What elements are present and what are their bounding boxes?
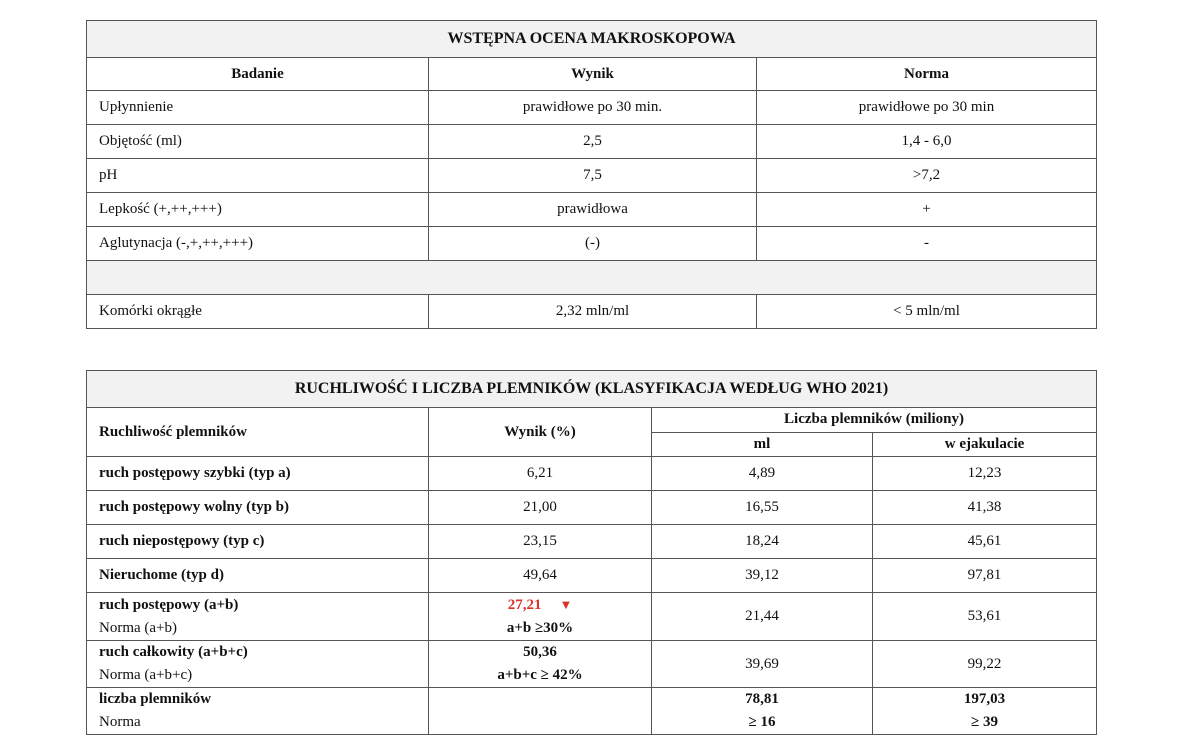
count-ml: 78,81 bbox=[745, 691, 779, 707]
cell-label: ruch postępowy szybki (typ a) bbox=[86, 456, 429, 491]
cell-label: Aglutynacja (-,+,++,+++) bbox=[86, 226, 429, 261]
cell-norm: >7,2 bbox=[756, 158, 1097, 193]
cell-label: Komórki okrągłe bbox=[86, 294, 429, 329]
cell-label: ruch niepostępowy (typ c) bbox=[86, 524, 429, 559]
cell-norm: prawidłowe po 30 min bbox=[756, 90, 1097, 125]
count-ejaculate-norm: ≥ 39 bbox=[971, 714, 999, 730]
table-title: WSTĘPNA OCENA MAKROSKOPOWA bbox=[86, 20, 1097, 58]
cell-norm: < 5 mln/ml bbox=[756, 294, 1097, 329]
down-triangle-icon: ▼ bbox=[559, 597, 573, 612]
cell-label: Upłynnienie bbox=[86, 90, 429, 125]
table-row-progressive: ruch postępowy (a+b) Norma (a+b) 27,21 ▼ a+… bbox=[86, 592, 1098, 641]
cell-result: 23,15 bbox=[428, 524, 652, 559]
cell-ml: 21,44 bbox=[651, 592, 873, 641]
count-ml-norm: ≥ 16 bbox=[748, 714, 776, 730]
cell-ml: 18,24 bbox=[651, 524, 873, 559]
table-row: Komórki okrągłe 2,32 mln/ml < 5 mln/ml bbox=[86, 294, 1097, 329]
cell-result: 21,00 bbox=[428, 490, 652, 525]
header-ejaculate: w ejakulacie bbox=[871, 431, 1098, 457]
cell-ejaculate: 41,38 bbox=[871, 490, 1098, 525]
cell-label: pH bbox=[86, 158, 429, 193]
table-row: ruch postępowy szybki (typ a) 6,21 4,89 12,… bbox=[86, 456, 1098, 491]
row-label: ruch postępowy (a+b) bbox=[99, 596, 239, 613]
header-wynik: Wynik bbox=[428, 57, 757, 91]
cell-norm: + bbox=[756, 192, 1097, 227]
cell-norm: - bbox=[756, 226, 1097, 261]
row-label: liczba plemników bbox=[99, 691, 212, 707]
cell-label: Lepkość (+,++,+++) bbox=[86, 192, 429, 227]
table-row-total: ruch całkowity (a+b+c) Norma (a+b+c) 50,3… bbox=[86, 640, 1098, 688]
result-value: 50,36 bbox=[523, 644, 557, 660]
header-motility: Ruchliwość plemników bbox=[86, 407, 429, 457]
cell-ejaculate: 97,81 bbox=[871, 558, 1098, 593]
cell-ml: 16,55 bbox=[651, 490, 873, 525]
cell-label: ruch postępowy wolny (typ b) bbox=[86, 490, 429, 525]
count-ejaculate: 197,03 bbox=[963, 691, 1006, 707]
norm-label: Norma (a+b) bbox=[99, 619, 178, 636]
table-row: Upłynnienie prawidłowe po 30 min. prawidło… bbox=[86, 90, 1097, 125]
norm-value: a+b ≥30% bbox=[506, 620, 574, 636]
cell-ml: 4,89 bbox=[651, 456, 873, 491]
cell-ejaculate: 99,22 bbox=[871, 640, 1098, 688]
header-ml: ml bbox=[651, 431, 873, 457]
cell-result: (-) bbox=[428, 226, 757, 261]
cell-result: 2,32 mln/ml bbox=[428, 294, 757, 329]
table-row: ruch postępowy wolny (typ b) 21,00 16,55 41… bbox=[86, 490, 1098, 525]
norm-label: Norma bbox=[99, 714, 141, 730]
cell-label: Nieruchome (typ d) bbox=[86, 558, 429, 593]
header-count: Liczba plemników (miliony) bbox=[650, 407, 1098, 433]
cell-ml: 39,12 bbox=[651, 558, 873, 593]
header-badanie: Badanie bbox=[86, 57, 429, 91]
result-value: 27,21 bbox=[507, 597, 542, 613]
cell-ejaculate: 53,61 bbox=[871, 592, 1098, 641]
spacer-row bbox=[86, 260, 1097, 295]
motility-table: RUCHLIWOŚĆ I LICZBA PLEMNIKÓW (KLASYFIKA… bbox=[85, 370, 1098, 735]
cell-ejaculate: 45,61 bbox=[871, 524, 1098, 559]
table-row-count: liczba plemników Norma 78,81 ≥ 16 197,03 ≥ … bbox=[86, 687, 1098, 735]
cell-result: prawidłowe po 30 min. bbox=[428, 90, 757, 125]
cell-result: 49,64 bbox=[428, 558, 652, 593]
header-result: Wynik (%) bbox=[428, 407, 652, 457]
table-row: Aglutynacja (-,+,++,+++) (-) - bbox=[86, 226, 1097, 261]
table-row: Objętość (ml) 2,5 1,4 - 6,0 bbox=[86, 124, 1097, 159]
table-row: Lepkość (+,++,+++) prawidłowa + bbox=[86, 192, 1097, 227]
table-row: Nieruchome (typ d) 49,64 39,12 97,81 bbox=[86, 558, 1098, 593]
cell-result: 2,5 bbox=[428, 124, 757, 159]
macroscopic-table: WSTĘPNA OCENA MAKROSKOPOWA Badanie Wynik… bbox=[86, 20, 1097, 329]
norm-label: Norma (a+b+c) bbox=[99, 667, 193, 683]
cell-norm: 1,4 - 6,0 bbox=[756, 124, 1097, 159]
header-norma: Norma bbox=[756, 57, 1097, 91]
table-row: pH 7,5 >7,2 bbox=[86, 158, 1097, 193]
cell-ml: 39,69 bbox=[651, 640, 873, 688]
cell-result: 6,21 bbox=[428, 456, 652, 491]
norm-value: a+b+c ≥ 42% bbox=[497, 667, 583, 683]
row-label: ruch całkowity (a+b+c) bbox=[99, 644, 248, 660]
cell-result: prawidłowa bbox=[428, 192, 757, 227]
cell-result: 7,5 bbox=[428, 158, 757, 193]
cell-empty bbox=[428, 687, 652, 735]
table-title: RUCHLIWOŚĆ I LICZBA PLEMNIKÓW (KLASYFIKA… bbox=[85, 370, 1098, 408]
cell-ejaculate: 12,23 bbox=[871, 456, 1098, 491]
cell-label: Objętość (ml) bbox=[86, 124, 429, 159]
table-row: ruch niepostępowy (typ c) 23,15 18,24 45,61 bbox=[86, 524, 1098, 559]
